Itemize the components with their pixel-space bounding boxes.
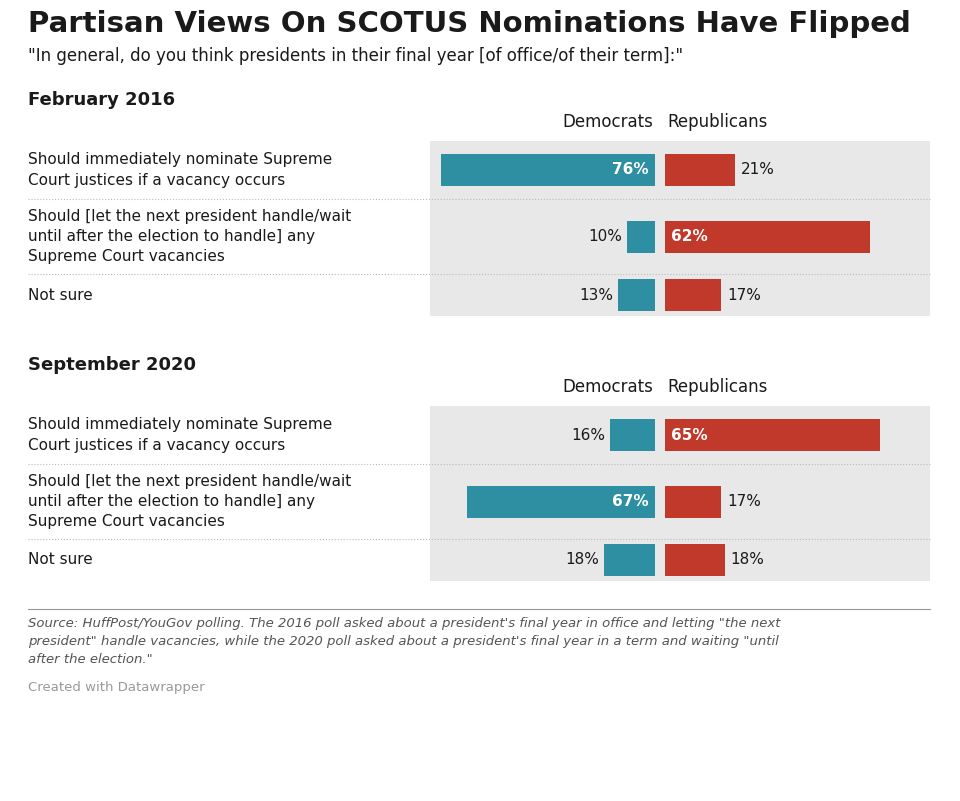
Bar [430,406,930,464]
Text: Should [let the next president handle/wait
until after the election to handle] a: Should [let the next president handle/wa… [28,473,351,529]
Bar [665,220,871,252]
Bar [467,485,655,517]
Text: 18%: 18% [731,553,764,567]
Text: 18%: 18% [565,553,599,567]
Text: Source: HuffPost/YouGov polling. The 2016 poll asked about a president's final y: Source: HuffPost/YouGov polling. The 201… [28,617,780,666]
Text: 17%: 17% [728,288,761,303]
Bar [430,141,930,199]
Bar [610,419,655,451]
Text: 13%: 13% [580,288,613,303]
Text: Partisan Views On SCOTUS Nominations Have Flipped: Partisan Views On SCOTUS Nominations Hav… [28,10,911,38]
Bar [618,279,655,311]
Text: 21%: 21% [740,163,775,178]
Text: September 2020: September 2020 [28,356,196,374]
Bar [665,544,725,576]
Text: Democrats: Democrats [563,378,653,396]
Text: Should immediately nominate Supreme
Court justices if a vacancy occurs: Should immediately nominate Supreme Cour… [28,417,332,453]
Text: 62%: 62% [671,229,708,244]
Text: "In general, do you think presidents in their final year [of office/of their ter: "In general, do you think presidents in … [28,47,684,65]
Text: Created with Datawrapper: Created with Datawrapper [28,681,204,694]
Bar [665,419,880,451]
Text: Should [let the next president handle/wait
until after the election to handle] a: Should [let the next president handle/wa… [28,208,351,264]
Text: Not sure: Not sure [28,553,93,567]
Bar [430,539,930,581]
Bar [605,544,655,576]
Text: Should immediately nominate Supreme
Court justices if a vacancy occurs: Should immediately nominate Supreme Cour… [28,152,332,187]
Bar [627,220,655,252]
Text: 16%: 16% [571,428,605,442]
Bar [665,485,721,517]
Bar [430,199,930,274]
Bar [430,274,930,316]
Text: 76%: 76% [612,163,649,178]
Text: 67%: 67% [612,494,649,509]
Text: Democrats: Democrats [563,113,653,131]
Text: Republicans: Republicans [667,378,767,396]
Text: 10%: 10% [588,229,622,244]
Bar [665,154,734,186]
Text: Republicans: Republicans [667,113,767,131]
Text: 17%: 17% [728,494,761,509]
Text: 65%: 65% [671,428,708,442]
Bar [442,154,655,186]
Text: Not sure: Not sure [28,288,93,303]
Bar [665,279,721,311]
Bar [430,464,930,539]
Text: February 2016: February 2016 [28,91,175,109]
